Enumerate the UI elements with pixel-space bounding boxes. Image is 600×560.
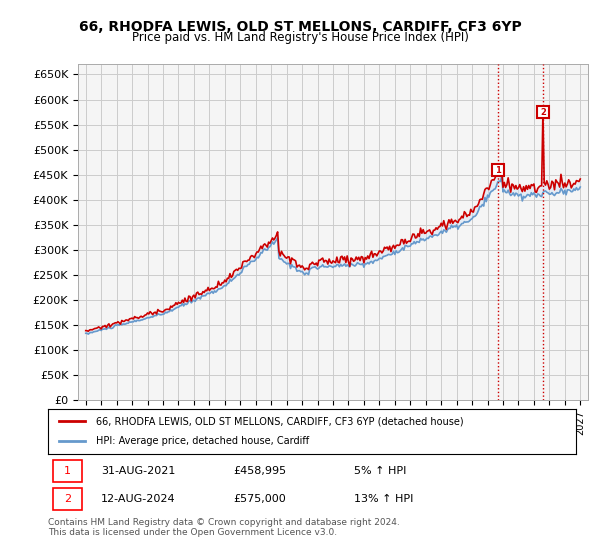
FancyBboxPatch shape	[53, 488, 82, 510]
Text: 12-AUG-2024: 12-AUG-2024	[101, 494, 175, 504]
Text: 5% ↑ HPI: 5% ↑ HPI	[354, 466, 407, 476]
Text: HPI: Average price, detached house, Cardiff: HPI: Average price, detached house, Card…	[95, 436, 308, 446]
Text: 2: 2	[64, 494, 71, 504]
Text: 1: 1	[64, 466, 71, 476]
Text: 2: 2	[541, 108, 547, 116]
Text: Price paid vs. HM Land Registry's House Price Index (HPI): Price paid vs. HM Land Registry's House …	[131, 31, 469, 44]
Text: 66, RHODFA LEWIS, OLD ST MELLONS, CARDIFF, CF3 6YP (detached house): 66, RHODFA LEWIS, OLD ST MELLONS, CARDIF…	[95, 416, 463, 426]
Text: 1: 1	[495, 166, 501, 175]
Text: 13% ↑ HPI: 13% ↑ HPI	[354, 494, 413, 504]
Text: 31-AUG-2021: 31-AUG-2021	[101, 466, 175, 476]
Text: £458,995: £458,995	[233, 466, 286, 476]
Text: Contains HM Land Registry data © Crown copyright and database right 2024.
This d: Contains HM Land Registry data © Crown c…	[48, 518, 400, 538]
FancyBboxPatch shape	[53, 460, 82, 482]
Text: 66, RHODFA LEWIS, OLD ST MELLONS, CARDIFF, CF3 6YP: 66, RHODFA LEWIS, OLD ST MELLONS, CARDIF…	[79, 20, 521, 34]
Text: £575,000: £575,000	[233, 494, 286, 504]
